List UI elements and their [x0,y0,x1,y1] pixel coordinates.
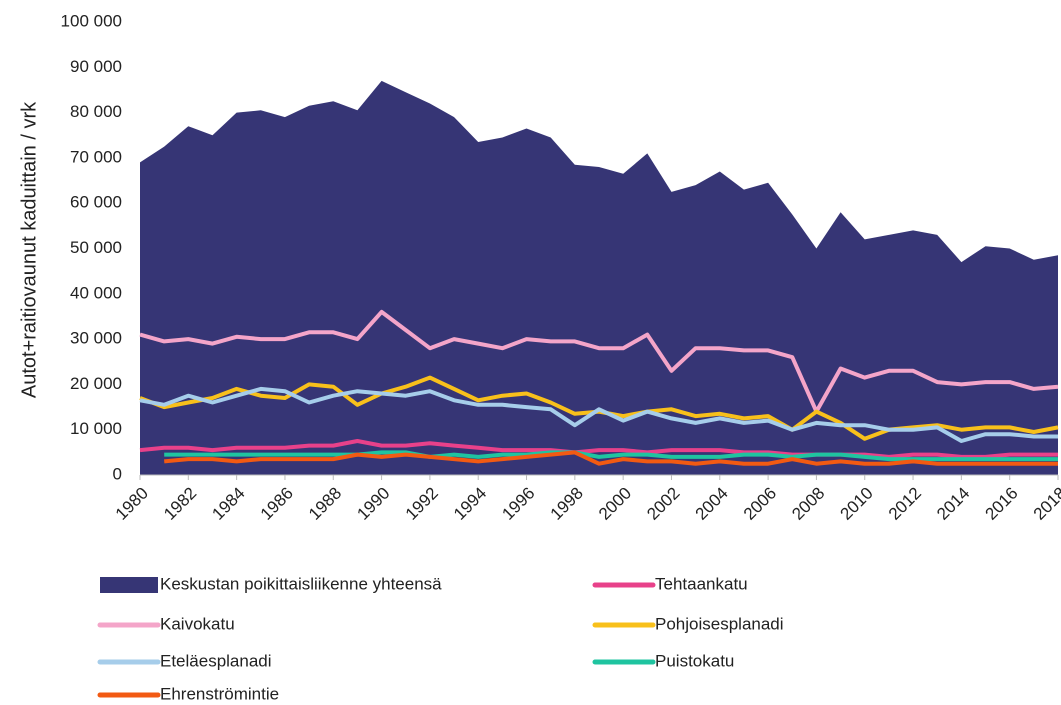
y-tick-label: 30 000 [70,329,122,348]
legend-label: Kaivokatu [160,614,235,633]
x-tick-label: 2018 [1030,484,1061,524]
x-tick-label: 1980 [112,484,152,524]
y-axis-label: Autot+raitiovaunut kaduittain / vrk [18,101,40,398]
legend-label: Ehrenströmintie [160,684,279,703]
x-tick-label: 2010 [837,484,877,524]
area [140,80,1058,476]
x-tick-label: 2004 [692,484,732,524]
line [139,309,1059,414]
x-tick-label: 2002 [643,484,683,524]
line [164,450,1058,466]
legend-label: Pohjoisesplanadi [655,614,784,633]
y-tick-label: 100 000 [61,11,122,30]
y-tick-label: 80 000 [70,102,122,121]
x-tick-label: 2000 [595,484,635,524]
line [164,450,1058,462]
y-tick-label: 10 000 [70,419,122,438]
legend-label: Tehtaankatu [655,574,748,593]
line [139,386,1058,443]
legend-label: Eteläesplanadi [160,651,272,670]
y-tick-label: 40 000 [70,283,122,302]
x-tick-label: 1998 [547,484,587,524]
legend-label: Puistokatu [655,651,734,670]
y-tick-label: 90 000 [70,57,122,76]
y-tick-label: 20 000 [70,374,122,393]
x-tick-label: 2014 [933,484,973,524]
x-tick-label: 1990 [353,484,393,524]
y-tick-label: 70 000 [70,147,122,166]
x-tick-label: 1992 [402,484,442,524]
x-tick-label: 2016 [982,484,1022,524]
y-tick-label: 60 000 [70,193,122,212]
x-tick-label: 1996 [498,484,538,524]
y-tick-label: 0 [113,464,122,483]
x-tick-label: 1994 [450,484,490,524]
x-tick-label: 2006 [740,484,780,524]
x-tick-label: 2012 [885,484,925,524]
x-tick-label: 1986 [257,484,297,524]
x-tick-label: 2008 [788,484,828,524]
x-tick-label: 1988 [305,484,345,524]
y-tick-label: 50 000 [70,238,122,257]
x-tick-label: 1984 [208,484,248,524]
x-tick-label: 1982 [160,484,200,524]
legend-swatch [100,577,158,593]
legend-label: Keskustan poikittaisliikenne yhteensä [160,574,442,593]
line [139,439,1058,459]
